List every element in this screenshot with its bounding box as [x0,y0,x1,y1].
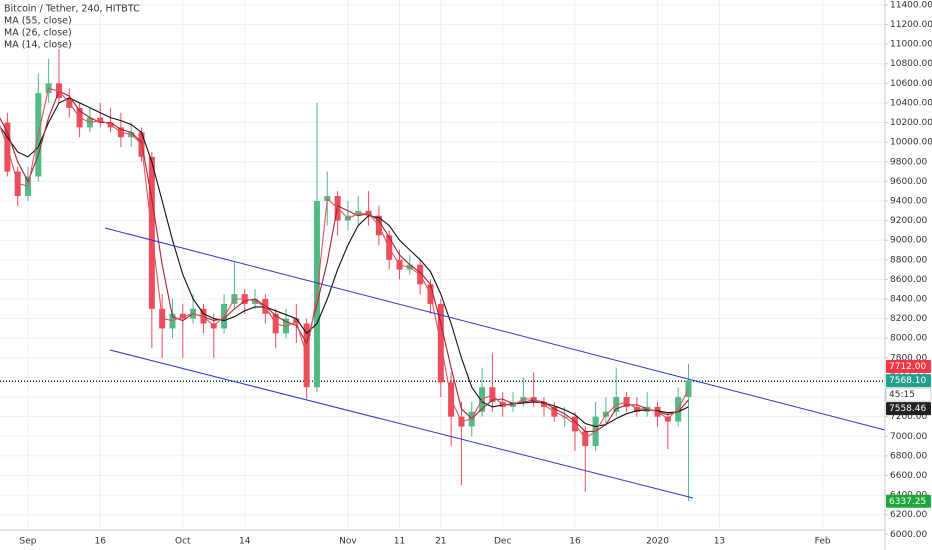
y-tick-label: 6800.00 [890,451,927,461]
y-tick-label: 7800.00 [890,353,927,363]
x-tick-label: 2020 [646,537,669,547]
x-tick-label: Dec [494,537,511,547]
ma-line [0,87,689,439]
chart-title: Bitcoin / Tether, 240, HITBTC [4,4,140,15]
y-tick-label: 8800.00 [890,255,927,265]
y-tick-label: 9600.00 [890,177,927,187]
price-label: 7558.46 [889,404,926,414]
y-tick-label: 6000.00 [890,530,927,540]
y-tick-label: 10000.00 [890,138,932,148]
x-tick-label: 21 [435,537,446,547]
y-tick-label: 11000.00 [890,40,932,50]
y-tick-label: 9000.00 [890,236,927,246]
candle-body [303,323,310,388]
channel-lower-line [109,349,694,499]
y-tick-label: 7200.00 [890,412,927,422]
y-tick-label: 9200.00 [890,216,927,226]
x-tick-label: 13 [714,537,725,547]
y-tick-label: 10400.00 [890,98,932,108]
price-label-bg [886,359,931,373]
countdown-label: 45:15 [889,390,915,400]
y-tick-label: 10600.00 [890,79,932,89]
y-tick-label: 9800.00 [890,157,927,167]
price-label-bg [886,402,931,416]
countdown-label-bg [885,387,932,402]
y-tick-label: 11400.00 [890,0,932,10]
y-tick-label: 10800.00 [890,59,932,69]
x-tick-label: Feb [815,537,831,547]
ma-line [0,90,689,432]
x-tick-label: 11 [394,537,405,547]
y-tick-label: 8600.00 [890,275,927,285]
y-tick-label: 8000.00 [890,334,927,344]
axes: 6000.006200.006400.006600.006800.007000.… [20,0,932,546]
y-tick-label: 8200.00 [890,314,927,324]
x-tick-label: Nov [339,537,357,547]
y-tick-label: 11200.00 [890,20,932,30]
trend-channel [104,227,885,499]
y-tick-label: 6600.00 [890,471,927,481]
y-tick-label: 7000.00 [890,432,927,442]
x-tick-label: Sep [20,537,37,547]
price-label: 6337.25 [889,497,926,507]
y-tick-label: 10200.00 [890,118,932,128]
plot-area [0,49,885,502]
grid [0,0,885,530]
x-tick-label: Oct [175,537,191,547]
price-label-bg [886,374,931,388]
price-labels: 7712.00 7568.10 45:15 7558.46 6337.25 [885,359,932,508]
candle-body [685,380,692,398]
x-tick-label: 16 [569,537,581,547]
price-label: 7712.00 [889,362,926,372]
ma-line [0,97,689,428]
x-tick-label: 16 [95,537,107,547]
x-tick-label: 14 [239,537,251,547]
legend-entry: MA (14, close) [4,40,72,51]
legend: Bitcoin / Tether, 240, HITBTC MA (55, cl… [4,4,140,51]
y-tick-label: 9400.00 [890,196,927,206]
y-tick-label: 6200.00 [890,510,927,520]
legend-entry: MA (55, close) [4,16,72,27]
price-label: 7568.10 [889,376,926,386]
price-label-bg [886,494,931,508]
legend-entry: MA (26, close) [4,28,72,39]
channel-upper-line [104,227,885,431]
y-tick-label: 8400.00 [890,295,927,305]
